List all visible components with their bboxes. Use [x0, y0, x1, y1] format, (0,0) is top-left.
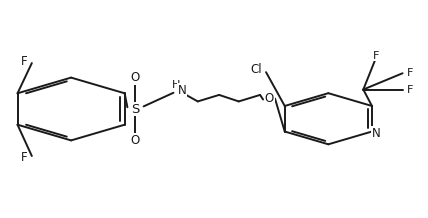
Text: O: O	[265, 92, 274, 105]
Text: H: H	[172, 80, 180, 90]
Text: F: F	[21, 55, 27, 68]
Text: F: F	[21, 151, 27, 164]
Text: N: N	[178, 84, 186, 97]
Text: O: O	[131, 134, 140, 147]
Text: O: O	[131, 71, 140, 84]
Text: N: N	[372, 127, 380, 140]
Text: S: S	[131, 102, 139, 116]
Text: Cl: Cl	[251, 63, 262, 76]
Text: F: F	[407, 68, 413, 78]
Text: F: F	[373, 51, 379, 61]
Text: F: F	[407, 85, 413, 95]
